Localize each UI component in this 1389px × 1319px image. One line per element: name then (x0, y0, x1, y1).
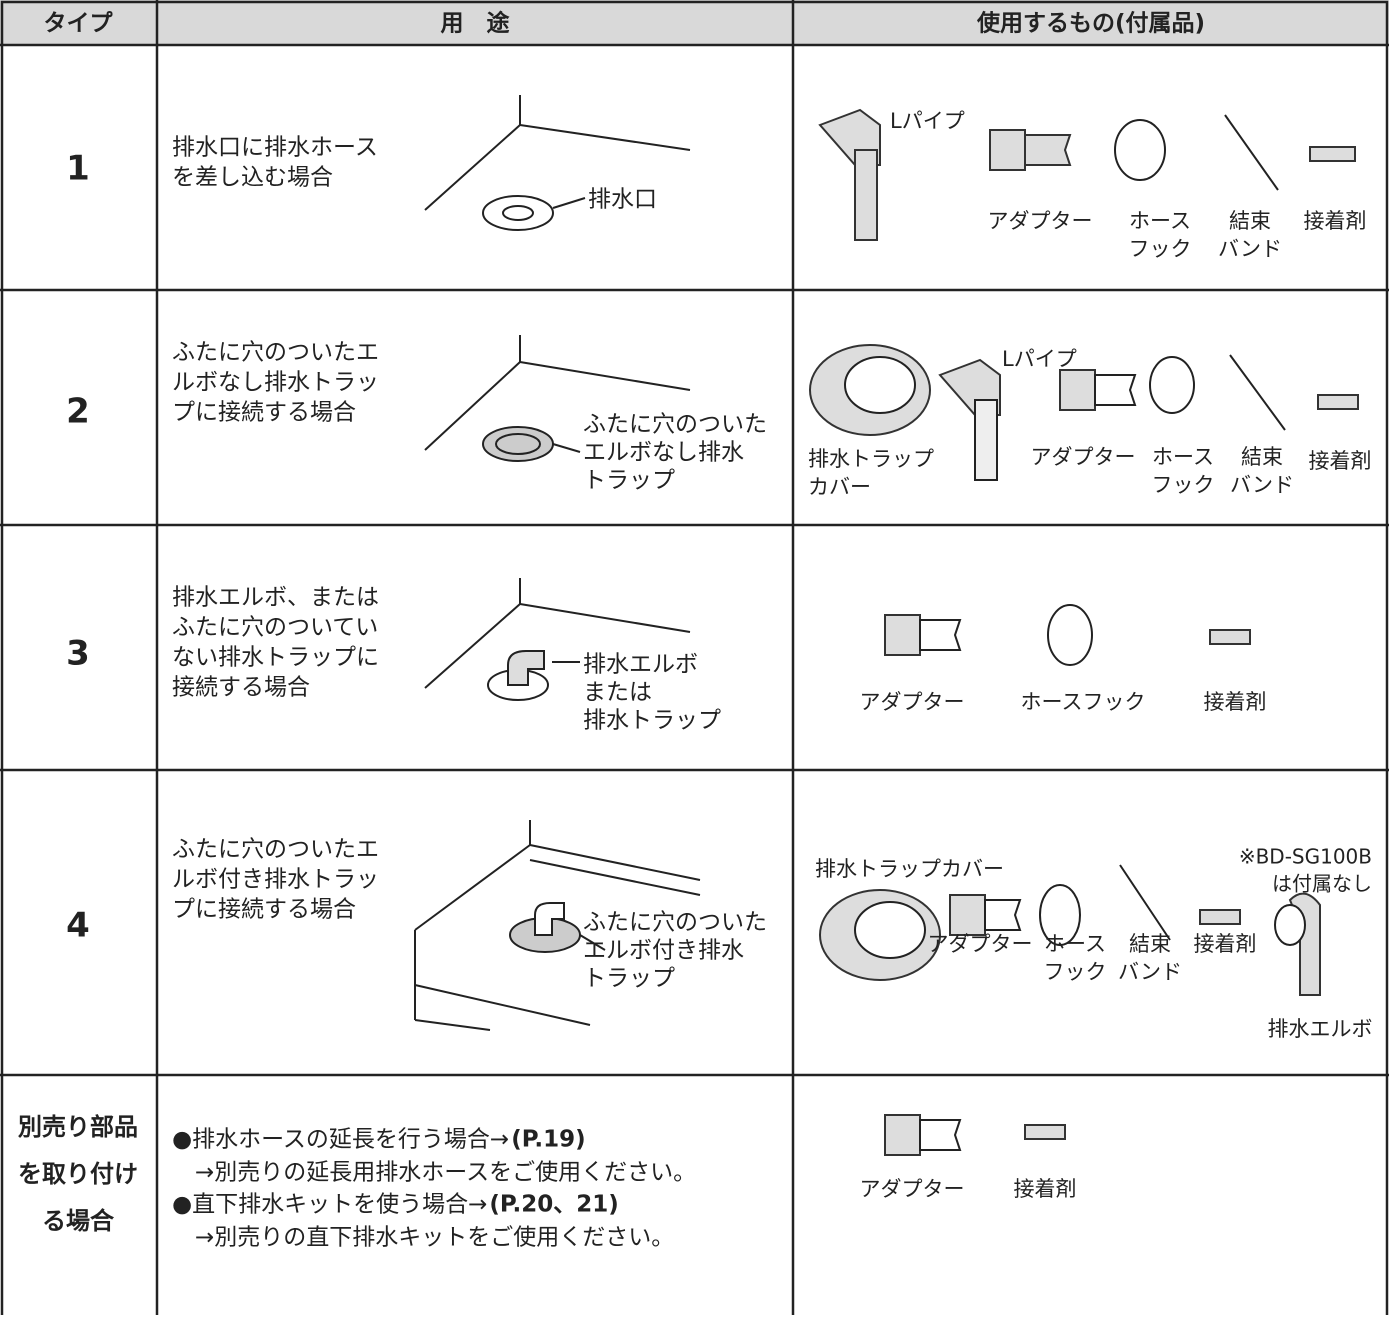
part-label: アダプター (1031, 445, 1136, 469)
part-label: ホース (1129, 209, 1191, 233)
usage-text: プに接続する場合 (172, 400, 356, 426)
type-cell: る場合 (42, 1207, 115, 1235)
part-label: Lパイプ (1002, 347, 1077, 371)
diagram-label: 排水トラップ (583, 708, 721, 734)
usage-text: ない排水トラップに (172, 645, 379, 671)
diagram-label: 排水口 (588, 187, 657, 213)
part-label: 排水トラップ (808, 447, 934, 471)
part-label: バンド (1218, 237, 1282, 261)
usage-text: 排水口に排水ホース (172, 135, 378, 161)
diagram-label: エルボなし排水 (583, 440, 744, 466)
usage-item: ●排水ホースの延長を行う場合→ (172, 1127, 509, 1153)
part-label: ホース (1152, 445, 1214, 469)
part-label: Lパイプ (890, 109, 965, 133)
type-cell: を取り付け (18, 1160, 138, 1188)
part-label: アダプター (988, 209, 1093, 233)
part-label: フック (1044, 960, 1107, 984)
usage-text: ルボ付き排水トラッ (172, 867, 379, 893)
usage-text: 排水エルボ、または (172, 585, 379, 611)
diagram-label: トラップ (583, 468, 675, 494)
diagram-label: エルボ付き排水 (583, 938, 744, 964)
part-label: 接着剤 (1304, 209, 1367, 233)
usage-text: 接続する場合 (172, 675, 310, 701)
part-label: 排水エルボ (1268, 1017, 1373, 1041)
part-label: バンド (1118, 960, 1182, 984)
part-label: 排水トラップカバー (815, 857, 1004, 881)
header-cell: 用 途 (441, 10, 511, 37)
usage-text: プに接続する場合 (172, 897, 356, 923)
header-cell: 使用するもの(付属品) (976, 11, 1205, 37)
usage-text: ふたに穴のついてい (172, 615, 378, 641)
illustrations (414, 95, 1359, 1156)
part-label: 結束 (1229, 209, 1271, 233)
part-label: ホースフック (1021, 690, 1146, 714)
diagram-label: トラップ (583, 966, 675, 992)
usage-text: ルボなし排水トラッ (172, 370, 379, 396)
type-cell: 2 (66, 392, 90, 432)
usage-text: を差し込む場合 (172, 165, 333, 191)
usage-item: ●直下排水キットを使う場合→ (172, 1192, 487, 1218)
type-cell: 別売り部品 (18, 1113, 138, 1141)
type-cell: 3 (66, 634, 90, 674)
page-ref: (P.19) (511, 1127, 585, 1153)
usage-note: →別売りの直下排水キットをご使用ください。 (195, 1225, 674, 1251)
part-label: フック (1129, 237, 1192, 261)
diagram-label: または (583, 680, 652, 706)
usage-text: ふたに穴のついたエ (172, 837, 379, 863)
type-cell: 1 (66, 149, 90, 189)
part-label: 結束 (1241, 445, 1283, 469)
part-label: 接着剤 (1309, 449, 1372, 473)
diagram-label: ふたに穴のついた (583, 910, 767, 936)
usage-text: ふたに穴のついたエ (172, 340, 379, 366)
part-label: フック (1152, 473, 1215, 497)
part-label: アダプター (928, 932, 1033, 956)
type-cell: 4 (66, 906, 90, 946)
part-label: 接着剤 (1014, 1177, 1077, 1201)
header-bg (0, 0, 1389, 45)
page-ref: (P.20、21) (489, 1192, 618, 1218)
diagram-label: 排水エルボ (583, 652, 698, 678)
part-label: 接着剤 (1204, 690, 1267, 714)
part-label: 結束 (1129, 932, 1171, 956)
part-label: アダプター (860, 1177, 965, 1201)
part-note: は付属なし (1272, 872, 1372, 896)
header-cell: タイプ (44, 11, 114, 37)
part-label: 接着剤 (1194, 932, 1257, 956)
part-label: ホース (1044, 932, 1106, 956)
diagram-label: ふたに穴のついた (583, 412, 767, 438)
part-label: カバー (808, 475, 871, 499)
part-label: アダプター (860, 690, 965, 714)
part-note: ※BD-SG100B (1239, 845, 1372, 869)
usage-note: →別売りの延長用排水ホースをご使用ください。 (195, 1160, 696, 1186)
part-label: バンド (1230, 473, 1294, 497)
